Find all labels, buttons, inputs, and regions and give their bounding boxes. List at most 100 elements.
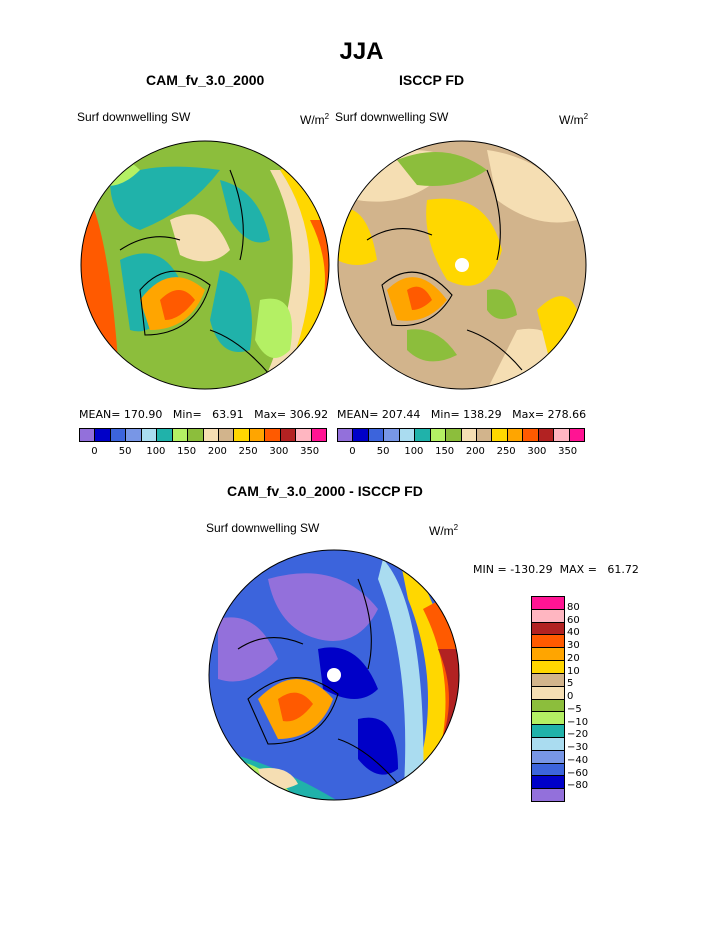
diff-colorbar-tick: −20 (567, 729, 589, 741)
diff-colorbar-tick: 5 (567, 678, 574, 690)
model-colorbar-swatch (218, 429, 235, 441)
diff-colorbar-tick: −10 (567, 716, 589, 728)
model-stats: MEAN= 170.90 Min= 63.91 Max= 306.92 (79, 408, 329, 421)
obs-colorbar-swatch (399, 429, 416, 441)
diff-colorbar-swatch (532, 685, 564, 699)
obs-colorbar-swatch (476, 429, 493, 441)
model-variable-label: Surf downwelling SW (77, 110, 191, 124)
model-colorbar-swatch (249, 429, 266, 441)
diff-colorbar-tick: 80 (567, 601, 580, 613)
diff-colorbar-swatch (532, 634, 564, 648)
obs-pole-marker (455, 258, 469, 272)
model-colorbar-swatch (95, 429, 111, 441)
obs-colorbar-swatch (507, 429, 524, 441)
obs-colorbar-tick: 250 (496, 446, 516, 457)
obs-colorbar-swatch (446, 429, 462, 441)
model-colorbar-tick: 300 (269, 446, 289, 457)
model-units-label: W/m2 (300, 112, 330, 127)
model-colorbar-swatch (157, 429, 173, 441)
obs-colorbar-tick: 200 (465, 446, 485, 457)
obs-colorbar-swatch (353, 429, 369, 441)
model-polar-map (80, 140, 330, 390)
diff-colorbar-tick: −5 (567, 703, 582, 715)
diff-colorbar-swatch (532, 775, 564, 789)
obs-colorbar-tick: 50 (376, 446, 390, 457)
diff-panel-title: CAM_fv_3.0_2000 - ISCCP FD (227, 483, 423, 499)
diff-colorbar-tick: 60 (567, 614, 580, 626)
diff-colorbar-swatch (532, 647, 564, 661)
diff-colorbar-tick: 10 (567, 665, 580, 677)
model-colorbar-tick: 200 (207, 446, 227, 457)
obs-colorbar-tick: 150 (435, 446, 455, 457)
obs-panel-title: ISCCP FD (399, 72, 465, 88)
diff-colorbar-swatch (532, 762, 564, 776)
model-colorbar-swatch (141, 429, 158, 441)
obs-variable-label: Surf downwelling SW (335, 110, 449, 124)
model-colorbar-tick: 50 (118, 446, 132, 457)
diff-colorbar-tick: −60 (567, 767, 589, 779)
model-colorbar-tick: 0 (91, 446, 98, 457)
obs-colorbar-tick: 300 (527, 446, 547, 457)
obs-colorbar-swatch (430, 429, 447, 441)
model-colorbar-swatch (280, 429, 297, 441)
page-title: JJA (339, 38, 384, 65)
model-colorbar-swatch (126, 429, 142, 441)
diff-colorbar-swatch (532, 749, 564, 763)
model-colorbar-tick: 250 (238, 446, 258, 457)
obs-colorbar-tick: 100 (404, 446, 424, 457)
diff-polar-map (208, 549, 460, 801)
obs-colorbar-swatch (492, 429, 508, 441)
diff-colorbar-swatch (532, 608, 564, 622)
diff-colorbar-tick: −40 (567, 754, 589, 766)
diff-colorbar-tick: 30 (567, 640, 580, 651)
diff-colorbar-swatch (532, 724, 564, 737)
obs-colorbar-swatch (523, 429, 539, 441)
obs-colorbar-tick: 0 (349, 446, 356, 457)
model-colorbar-swatch (296, 429, 312, 441)
model-colorbar-ticks: 0 50 100 150 200 250 300 350 (79, 446, 325, 460)
diff-variable-label: Surf downwelling SW (206, 521, 320, 535)
obs-colorbar-swatch (538, 429, 555, 441)
model-colorbar-swatch (110, 429, 127, 441)
obs-colorbar-swatch (338, 429, 354, 441)
diff-colorbar-tick: −80 (567, 780, 589, 792)
obs-colorbar (337, 428, 585, 442)
obs-colorbar-swatch (569, 429, 584, 441)
obs-colorbar-tick: 350 (558, 446, 578, 457)
model-colorbar-tick: 100 (146, 446, 166, 457)
obs-colorbar-swatch (461, 429, 477, 441)
model-colorbar-swatch (172, 429, 189, 441)
diff-stats: MIN = -130.29 MAX = 61.72 (473, 563, 639, 576)
diff-colorbar-swatch (532, 660, 564, 673)
obs-units-label: W/m2 (559, 112, 589, 127)
diff-units-label: W/m2 (429, 523, 459, 538)
diff-colorbar-swatch (532, 711, 564, 725)
diff-colorbar (531, 596, 565, 802)
model-colorbar-swatch (311, 429, 326, 441)
diff-colorbar-swatch (532, 736, 564, 750)
obs-colorbar-swatch (554, 429, 570, 441)
model-colorbar-swatch (203, 429, 219, 441)
diff-colorbar-ticks: 80 60 40 30 20 10 5 0 −5 −10 −20 −30 −40 −60 −80 (567, 596, 607, 800)
obs-colorbar-swatch (415, 429, 431, 441)
diff-colorbar-tick: 20 (567, 652, 580, 664)
diff-colorbar-swatch (532, 672, 564, 686)
diff-colorbar-tick: 40 (567, 627, 580, 639)
diff-colorbar-swatch (532, 788, 564, 801)
obs-polar-map (337, 140, 587, 390)
obs-stats: MEAN= 207.44 Min= 138.29 Max= 278.66 (337, 408, 587, 421)
diff-colorbar-tick: −30 (567, 742, 589, 753)
model-colorbar-swatch (265, 429, 281, 441)
model-panel-title: CAM_fv_3.0_2000 (146, 72, 265, 88)
obs-colorbar-swatch (384, 429, 400, 441)
diff-pole-marker (327, 668, 341, 682)
model-colorbar-swatch (80, 429, 96, 441)
model-colorbar-swatch (188, 429, 204, 441)
model-colorbar (79, 428, 327, 442)
diff-colorbar-swatch (532, 621, 564, 635)
diff-colorbar-swatch (532, 698, 564, 712)
model-colorbar-swatch (234, 429, 250, 441)
diff-colorbar-tick: 0 (567, 691, 574, 702)
obs-colorbar-swatch (368, 429, 385, 441)
diff-colorbar-swatch (532, 597, 564, 609)
